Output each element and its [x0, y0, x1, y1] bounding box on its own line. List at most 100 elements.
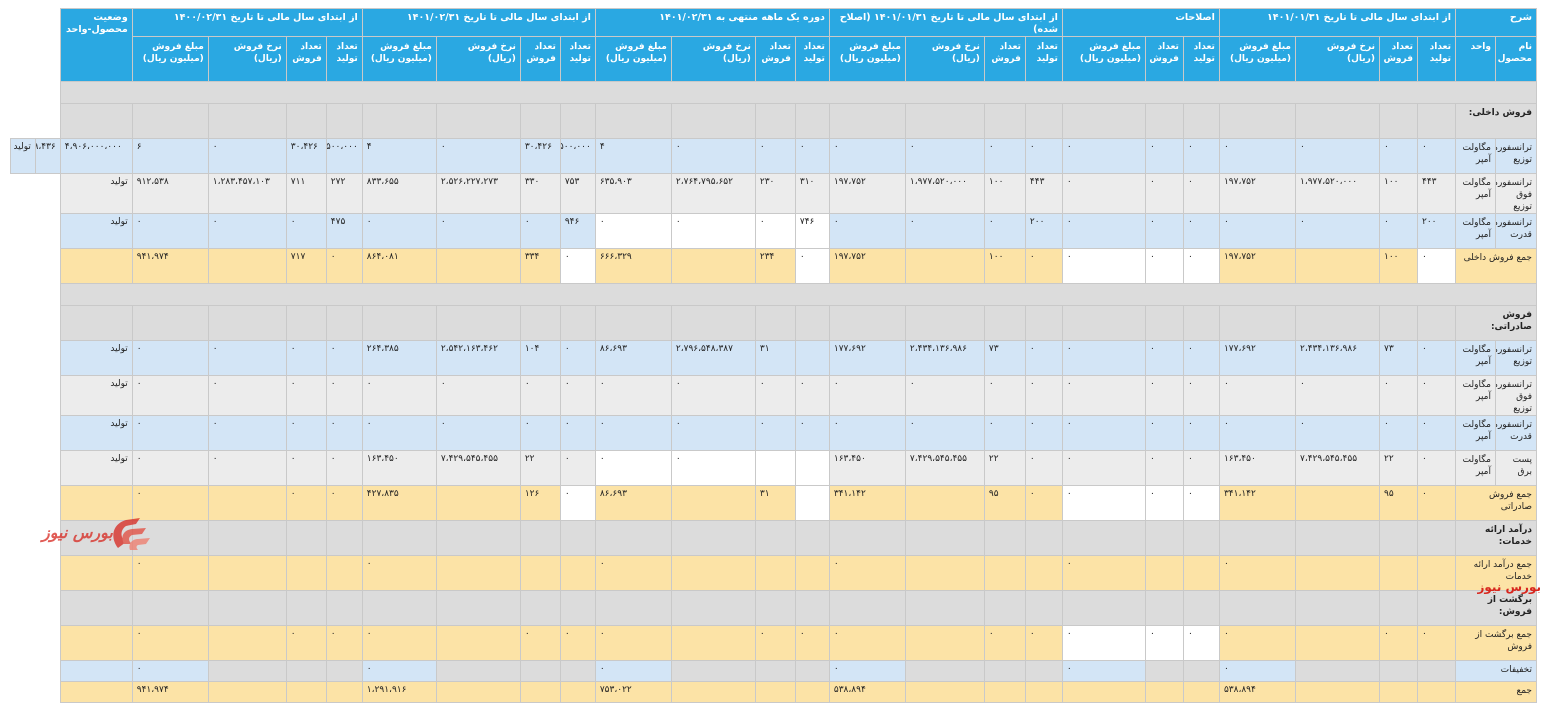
col-status: وضعیت محصول-واحد: [59, 8, 133, 82]
value-cell: ۰: [983, 625, 1026, 661]
value-cell: ۰: [1024, 340, 1063, 376]
value-cell: [435, 248, 521, 284]
value-cell: ۲۰۰: [1024, 213, 1063, 249]
product-status: [59, 555, 133, 591]
value-cell: [670, 485, 756, 521]
product-status: [59, 625, 133, 661]
section-cell: [519, 305, 561, 341]
value-cell: ۰: [794, 415, 830, 451]
sales-report: شرح از ابتدای سال مالی تا تاریخ ۱۴۰۱/۰۱/…: [10, 8, 1538, 703]
value-cell: ۰: [794, 625, 830, 661]
section-cell: [559, 103, 596, 139]
value-cell: [285, 681, 327, 703]
product-name: پست برق: [1495, 450, 1537, 486]
section-cell: [131, 305, 209, 341]
value-cell: ۱۲۶: [519, 485, 561, 521]
value-cell: [670, 625, 756, 661]
header-row-sub: نام محصول واحد تعداد تولید تعداد فروش نر…: [11, 36, 1537, 82]
col-sales-qty: تعداد فروش: [754, 36, 796, 82]
value-cell: ۰: [559, 248, 596, 284]
value-cell: [1061, 681, 1146, 703]
value-cell: ۱۰۰: [1378, 248, 1418, 284]
section-cell: [904, 520, 985, 556]
value-cell: ۰: [1144, 415, 1184, 451]
section-cell: [828, 103, 906, 139]
section-cell: [207, 520, 287, 556]
product-unit: مگاولت آمپر: [1454, 173, 1497, 214]
value-cell: ۰: [1378, 375, 1418, 416]
product-status: تولید: [59, 375, 133, 416]
value-cell: ۰: [325, 485, 363, 521]
section-cell: [207, 305, 287, 341]
value-cell: ۰: [794, 375, 830, 416]
value-cell: ۰: [207, 375, 287, 416]
col-sales-qty: تعداد فروش: [285, 36, 327, 82]
value-cell: ۹۴۱،۹۷۴: [131, 681, 209, 703]
value-cell: ۳۰،۴۲۶: [519, 138, 561, 174]
value-cell: ۰: [1294, 415, 1380, 451]
value-cell: ۰: [1218, 415, 1296, 451]
section-cell: [1218, 520, 1296, 556]
value-cell: ۳۳۰: [519, 173, 561, 214]
value-cell: ۱،۲۹۱،۹۱۶: [361, 681, 437, 703]
value-cell: ۰: [1218, 375, 1296, 416]
section-cell: [435, 305, 521, 341]
value-cell: ۰: [1218, 625, 1296, 661]
value-cell: ۰: [904, 213, 985, 249]
section-cell: [754, 305, 796, 341]
product-unit: مگاولت آمپر: [1454, 138, 1497, 174]
col-production: تعداد تولید: [1024, 36, 1063, 82]
value-cell: ۰: [361, 555, 437, 591]
value-cell: ۰: [1218, 138, 1296, 174]
value-cell: [325, 555, 363, 591]
value-cell: ۰: [1378, 213, 1418, 249]
value-cell: [1024, 681, 1063, 703]
value-cell: ۳۴۱،۱۴۲: [1218, 485, 1296, 521]
section-cell: [594, 305, 672, 341]
value-cell: ۰: [594, 450, 672, 486]
col-rate: نرخ فروش (ریال): [1294, 36, 1380, 82]
bourse-news-logo-icon: بورس نیوز: [40, 518, 150, 550]
section-cell: [983, 520, 1026, 556]
value-cell: ۴۷۵: [325, 213, 363, 249]
section-export-sales: فروش صادراتی:: [11, 305, 1538, 341]
value-cell: ۴: [594, 138, 672, 174]
value-cell: ۰: [1182, 450, 1220, 486]
value-cell: ۷،۴۲۹،۵۴۵،۴۵۵: [435, 450, 521, 486]
value-cell: ۰: [519, 415, 561, 451]
col-group-1400-02: از ابتدای سال مالی تا تاریخ ۱۴۰۰/۰۲/۳۱: [131, 8, 363, 37]
value-cell: ۰: [670, 375, 756, 416]
value-cell: [794, 340, 830, 376]
value-cell: ۰: [1061, 375, 1146, 416]
value-cell: ۰: [1416, 138, 1456, 174]
value-cell: ۴: [361, 138, 437, 174]
section-cell: [435, 103, 521, 139]
value-cell: ۰: [1182, 138, 1220, 174]
value-cell: ۶۶۶،۳۲۹: [594, 248, 672, 284]
col-group-adjustments: اصلاحات: [1061, 8, 1220, 37]
value-cell: ۰: [285, 340, 327, 376]
value-cell: ۰: [594, 555, 672, 591]
value-cell: ۰: [131, 660, 209, 682]
value-cell: ۹۴۱،۹۷۴: [131, 248, 209, 284]
section-cell: [1416, 103, 1456, 139]
value-cell: ۷۵۳،۰۲۲: [594, 681, 672, 703]
value-cell: ۱۹۷،۷۵۲: [828, 248, 906, 284]
value-cell: ۰: [325, 248, 363, 284]
product-status: [59, 485, 133, 521]
section-cell: [131, 103, 209, 139]
value-cell: ۱۶۳،۴۵۰: [361, 450, 437, 486]
value-cell: ۲۳۰: [754, 173, 796, 214]
col-group-1401-01: از ابتدای سال مالی تا تاریخ ۱۴۰۱/۰۱/۳۱: [1218, 8, 1456, 37]
section-cell: [285, 103, 327, 139]
value-cell: ۱۰۰: [983, 248, 1026, 284]
value-cell: [1182, 555, 1220, 591]
value-cell: [1294, 681, 1380, 703]
section-cell: [594, 103, 672, 139]
value-cell: ۰: [325, 340, 363, 376]
value-cell: ۰: [131, 555, 209, 591]
